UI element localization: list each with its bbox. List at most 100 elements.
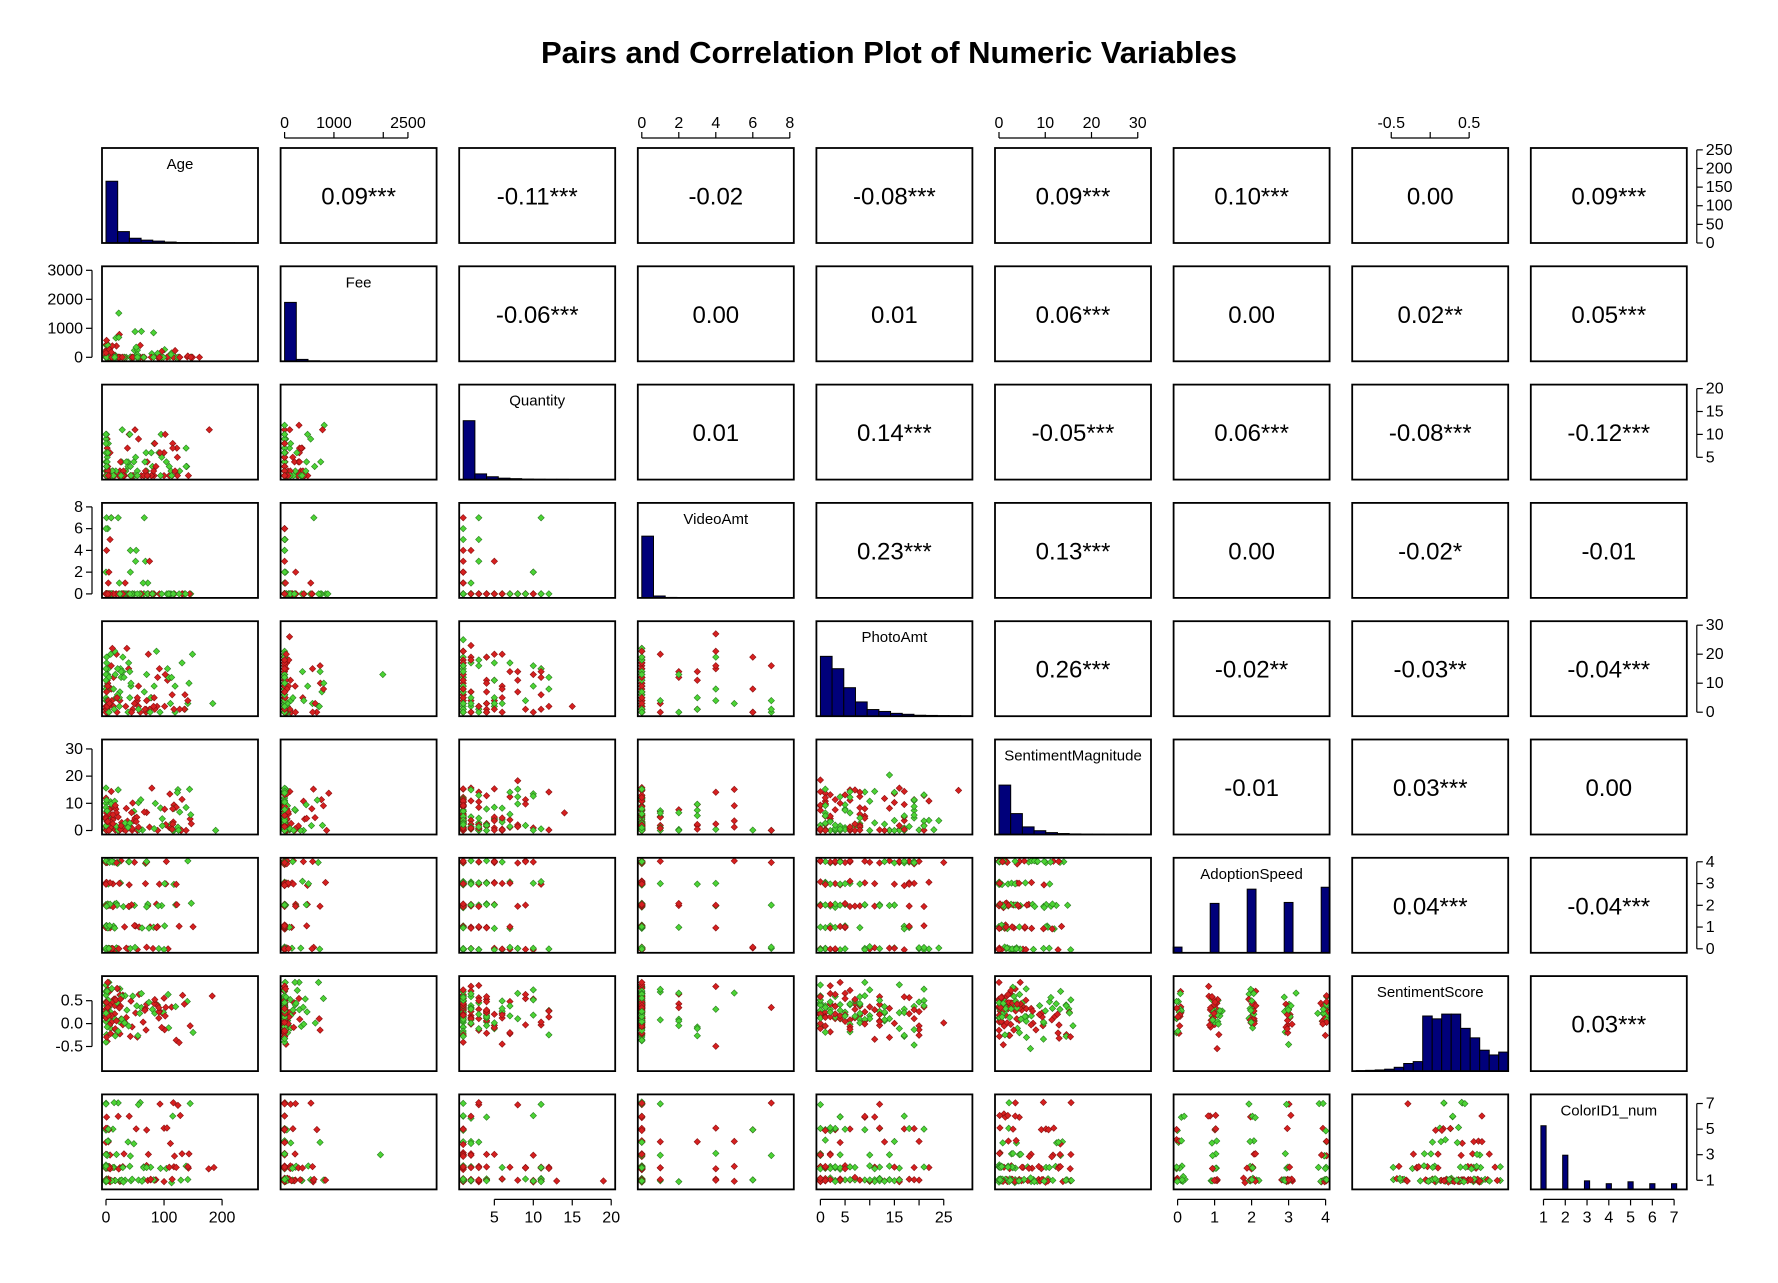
scatter-point <box>749 653 757 661</box>
scatter-point <box>170 1152 179 1160</box>
panel-frame <box>458 147 617 244</box>
scatter-point <box>105 568 113 576</box>
scatter-point <box>545 788 553 796</box>
scatter-point <box>482 1163 491 1171</box>
scatter-point <box>303 1008 311 1016</box>
scatter-point <box>319 994 328 1003</box>
scatter-point <box>482 826 491 835</box>
panel-frame <box>458 975 617 1072</box>
scatter-point <box>880 1138 889 1146</box>
scatter-point <box>131 327 139 336</box>
scatter-point <box>871 879 879 888</box>
scatter-point <box>280 535 289 544</box>
scatter-point <box>142 449 150 457</box>
correlation-label: 0.01 <box>871 302 918 329</box>
scatter-point <box>287 1139 295 1147</box>
correlation-label: -0.06*** <box>496 302 579 329</box>
correlation-label: -0.02 <box>688 184 743 211</box>
scatter-point <box>280 453 289 461</box>
scatter-point <box>890 798 899 807</box>
scatter-point <box>209 699 217 708</box>
scatter-point <box>156 708 164 716</box>
scatter-point <box>303 430 312 439</box>
scatter-point <box>1470 1138 1478 1146</box>
scatter-point <box>712 901 720 909</box>
scatter-point <box>545 1007 553 1015</box>
scatter-point <box>310 514 318 522</box>
scatter-point <box>143 696 151 705</box>
panel-AdoptionSpeed-Fee <box>279 856 438 954</box>
scatter-point <box>905 902 913 910</box>
scatter-point <box>712 1005 720 1013</box>
panel-Quantity-Quantity: Quantity <box>458 383 617 481</box>
scatter-point <box>467 797 475 805</box>
scatter-point <box>749 1126 757 1134</box>
correlation-label: -0.04*** <box>1567 893 1650 920</box>
scatter-point <box>656 1016 664 1024</box>
scatter-point <box>102 546 111 555</box>
scatter-point <box>656 857 664 865</box>
panel-Age-Age: Age <box>101 147 259 244</box>
scatter-point <box>475 1138 483 1146</box>
scatter-point <box>160 1177 168 1186</box>
scatter-point <box>656 1100 664 1108</box>
scatter-point <box>925 878 933 886</box>
panel-ColorID1_num-VideoAmt <box>636 1093 795 1191</box>
scatter-point <box>498 879 506 888</box>
panel-frame <box>458 265 617 363</box>
scatter-point <box>286 426 294 434</box>
scatter-point <box>145 557 154 565</box>
scatter-point <box>110 1099 118 1107</box>
panel-Fee-ColorID1_num: 0.05*** <box>1529 265 1688 363</box>
scatter-point <box>529 1011 537 1019</box>
panel-frame <box>101 265 259 363</box>
correlation-label: 0.02** <box>1398 302 1463 329</box>
scatter-point <box>890 1019 899 1027</box>
panel-frame <box>994 265 1152 363</box>
scatter-point <box>831 806 839 814</box>
scatter-point <box>141 880 150 888</box>
scatter-point <box>302 458 311 466</box>
scatter-point <box>301 995 309 1003</box>
scatter-point <box>656 1138 664 1146</box>
panel-VideoAmt-AdoptionSpeed: 0.00 <box>1172 501 1331 599</box>
correlation-label: -0.02** <box>1215 657 1288 684</box>
scatter-point <box>1054 1029 1062 1037</box>
scatter-point <box>133 353 141 361</box>
scatter-point <box>317 458 325 466</box>
scatter-point <box>178 659 186 667</box>
scatter-point <box>1395 1162 1403 1171</box>
correlation-label: -0.12*** <box>1567 420 1650 447</box>
panel-AdoptionSpeed-ColorID1_num: -0.04*** <box>1529 856 1688 954</box>
scatter-point <box>280 439 289 448</box>
correlation-label: -0.11*** <box>497 184 578 211</box>
scatter-point <box>693 705 701 713</box>
scatter-point <box>163 665 172 673</box>
scatter-point <box>1205 982 1213 991</box>
panel-SentimentScore-ColorID1_num: 0.03*** <box>1529 975 1688 1072</box>
scatter-point <box>280 1112 289 1120</box>
correlation-label: 0.23*** <box>857 538 932 565</box>
scatter-point <box>307 579 315 587</box>
scatter-point <box>506 788 514 796</box>
scatter-point <box>730 823 738 831</box>
scatter-point <box>1036 1001 1044 1010</box>
scatter-point <box>920 791 928 799</box>
panel-PhotoAmt-VideoAmt <box>636 620 795 718</box>
scatter-point <box>1029 945 1038 954</box>
panel-frame <box>1529 147 1688 244</box>
panel-SentimentScore-Age <box>101 975 259 1072</box>
scatter-point <box>298 1164 307 1172</box>
scatter-point <box>1046 880 1054 888</box>
scatter-point <box>1496 1163 1504 1171</box>
scatter-point <box>529 986 537 994</box>
scatter-point <box>816 981 825 989</box>
panel-frame <box>1172 501 1331 599</box>
hist-bar <box>1540 1125 1547 1190</box>
scatter-point <box>900 787 908 796</box>
panel-Fee-Age <box>101 265 259 363</box>
scatter-point <box>514 1176 522 1184</box>
hist-bar <box>1010 813 1023 835</box>
panel-frame <box>815 147 974 244</box>
scatter-point <box>315 702 323 711</box>
